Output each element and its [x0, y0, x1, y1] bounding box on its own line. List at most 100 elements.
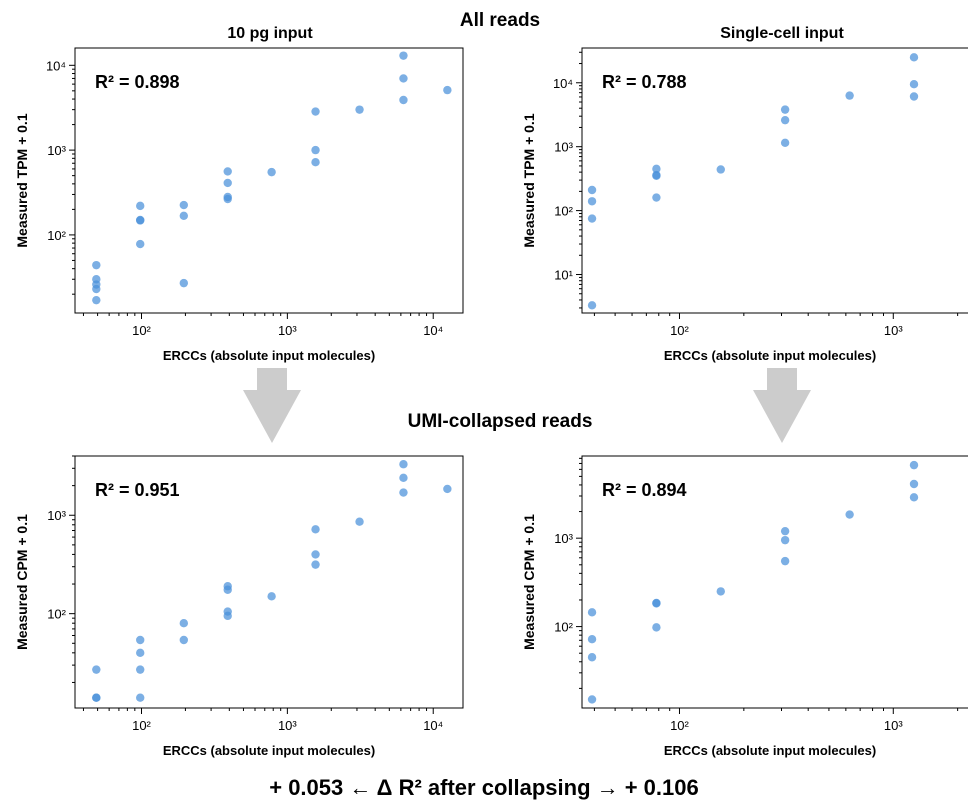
r-squared-annotation: R² = 0.894 [602, 480, 687, 500]
data-point [909, 53, 919, 62]
x-tick-label: 10³ [278, 323, 297, 338]
data-point [136, 665, 145, 674]
y-tick-label: 10² [554, 204, 573, 219]
data-point [223, 167, 232, 176]
data-point [399, 473, 408, 483]
data-point [443, 484, 452, 494]
data-point [92, 693, 101, 702]
scatter-panel: 10² 10³ 10² 10³ ERCCs (absolute input molecu… [521, 455, 968, 758]
plot-frame [74, 47, 464, 314]
x-tick-label: 10² [670, 718, 689, 733]
data-point [780, 535, 790, 545]
data-point [716, 587, 725, 596]
data-point [587, 214, 597, 223]
data-point [92, 284, 101, 294]
x-tick-label: 10⁴ [423, 323, 443, 338]
data-point [223, 194, 232, 204]
data-point [136, 693, 145, 702]
data-point [780, 526, 790, 536]
all-reads-label: All reads [460, 10, 540, 31]
data-point [311, 107, 320, 116]
data-point [587, 653, 597, 662]
y-tick-label: 10² [47, 607, 66, 622]
scatter-panel: 10² 10³ 10⁴ 10² 10³ ERCCs (absolute input mol… [14, 455, 464, 758]
data-point [355, 517, 364, 526]
x-axis-label: ERCCs (absolute input molecules) [664, 743, 876, 758]
data-point [780, 105, 790, 114]
x-axis-label: ERCCs (absolute input molecules) [163, 743, 375, 758]
data-point [587, 635, 597, 644]
data-point [267, 592, 276, 601]
panel-title: Single-cell input [720, 25, 844, 42]
data-point [92, 295, 101, 305]
umi-collapsed-label: UMI-collapsed reads [408, 411, 593, 432]
x-axis-label: ERCCs (absolute input molecules) [664, 348, 876, 363]
data-point [179, 200, 189, 210]
y-axis-label: Measured CPM + 0.1 [14, 514, 30, 650]
data-point [587, 185, 597, 195]
data-point [909, 479, 919, 489]
y-axis-label: Measured TPM + 0.1 [14, 113, 30, 247]
r-squared-annotation: R² = 0.951 [95, 480, 180, 500]
data-point [399, 51, 408, 60]
y-tick-label: 10⁴ [553, 76, 573, 91]
down-arrow-icon [243, 368, 301, 443]
data-point [399, 95, 408, 105]
y-tick-label: 10³ [47, 508, 66, 523]
x-tick-label: 10² [132, 323, 151, 338]
data-point [136, 635, 145, 645]
data-point [92, 665, 101, 674]
data-point [179, 618, 189, 628]
data-point [311, 550, 320, 559]
scatter-panels: 10 pg input 10² 10³ 10⁴ 10² 10³ 10⁴ ERCCs (abso… [14, 25, 968, 758]
data-point [845, 510, 854, 519]
data-point [652, 193, 661, 202]
y-tick-label: 10⁴ [46, 58, 66, 73]
data-point [136, 648, 145, 658]
panel-title: 10 pg input [227, 25, 313, 42]
data-point [136, 201, 145, 211]
data-point [909, 92, 919, 101]
data-point [587, 301, 597, 310]
data-point [267, 167, 276, 177]
x-tick-label: 10³ [884, 323, 903, 338]
delta-r2-footer: + 0.053 ← Δ R² after collapsing → + 0.10… [269, 775, 699, 800]
x-tick-label: 10² [670, 323, 689, 338]
y-axis-label: Measured TPM + 0.1 [521, 113, 537, 247]
plot-frame [581, 455, 968, 709]
data-point [716, 165, 725, 174]
y-tick-label: 10³ [554, 531, 573, 546]
data-point [223, 178, 232, 188]
data-point [909, 460, 919, 470]
data-point [136, 239, 145, 249]
data-point [399, 460, 408, 469]
data-point [780, 115, 790, 125]
data-point [587, 608, 597, 617]
data-point [652, 599, 661, 608]
x-tick-label: 10³ [278, 718, 297, 733]
y-tick-label: 10² [554, 620, 573, 635]
data-point [311, 145, 320, 155]
x-tick-label: 10² [132, 718, 151, 733]
data-point [587, 197, 597, 206]
y-tick-label: 10³ [47, 143, 66, 158]
plot-frame [74, 455, 464, 709]
x-tick-label: 10³ [884, 718, 903, 733]
data-point [311, 158, 320, 167]
down-arrow-icon [753, 368, 811, 443]
data-point [909, 79, 919, 89]
scatter-panel: Single-cell input 10² 10³ 10¹ 10² 10³ 10⁴ ERCCs… [521, 25, 968, 363]
data-point [909, 493, 919, 502]
data-point [179, 635, 189, 645]
y-tick-label: 10³ [554, 140, 573, 155]
data-point [223, 611, 232, 621]
data-point [652, 164, 661, 174]
data-point [780, 556, 790, 566]
data-point [311, 525, 320, 534]
data-point [136, 216, 145, 225]
data-point [443, 85, 452, 95]
data-point [399, 74, 408, 83]
data-point [587, 695, 597, 704]
data-point [652, 623, 661, 632]
y-axis-label: Measured CPM + 0.1 [521, 514, 537, 650]
